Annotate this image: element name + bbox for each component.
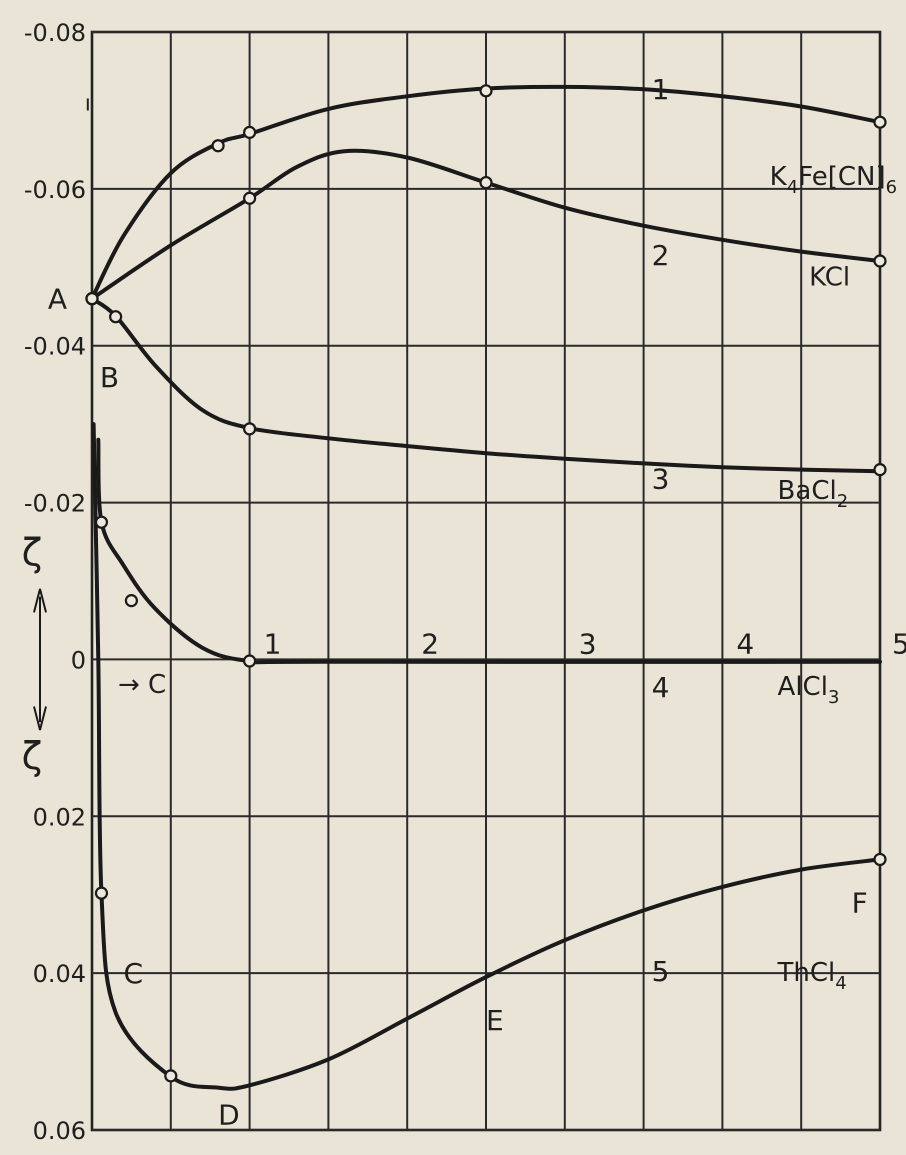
data-point-series-1	[873, 115, 887, 129]
y-tick-label: -0.02	[24, 490, 86, 518]
series-label-part: 4	[787, 177, 798, 198]
series-number-5: 5	[652, 955, 670, 988]
x-tick-label: 5	[892, 627, 906, 660]
series-label-part: ThCl	[777, 958, 836, 988]
y-tick-label: -0.04	[24, 333, 86, 361]
data-point-series-4	[94, 515, 109, 529]
series-label-2: KCl	[809, 262, 850, 292]
data-point-series-1	[479, 84, 493, 98]
y-tick-label: 0.04	[33, 960, 86, 988]
stray-mark: ı	[85, 92, 91, 117]
data-point-series-5	[873, 852, 887, 867]
point-label-C: C	[124, 957, 144, 990]
data-point-series-2	[243, 191, 257, 205]
series-number-2: 2	[652, 239, 670, 272]
data-point-series-5	[164, 1069, 178, 1083]
point-label-D: D	[218, 1098, 240, 1131]
point-label-B: B	[100, 361, 119, 394]
x-tick-label: 1	[264, 627, 282, 660]
x-tick-label: 3	[579, 627, 597, 660]
series-label-part: 6	[886, 177, 897, 198]
series-number-3: 3	[652, 463, 670, 496]
data-point-series-4	[124, 594, 138, 608]
y-axis-arrow-head-down	[33, 706, 47, 731]
x-tick-label: 4	[736, 627, 754, 660]
data-point-series-3	[873, 463, 887, 477]
data-point-series-1	[211, 139, 225, 153]
series-label-part: 2	[837, 491, 848, 512]
series-label-part: Fe[CN]	[798, 162, 885, 192]
series-curves	[90, 84, 882, 1091]
y-tick-label: -0.08	[24, 19, 86, 47]
data-point-series-2	[479, 175, 493, 190]
data-point-markers	[85, 84, 887, 1083]
chart-labels: -0.08 -0.06 -0.04 -0.02 0 0.02 0.04 0.06 1 2 3 4 5 ζ ζ…	[22, 19, 906, 1145]
y-tick-label: 0	[71, 646, 86, 674]
series-number-1: 1	[652, 73, 670, 106]
data-point-series-3	[109, 310, 123, 324]
series-label-5: ThCl4	[777, 958, 847, 994]
series-curve-1	[90, 84, 882, 301]
series-label-part: 4	[835, 973, 846, 994]
data-point-series-2	[873, 254, 887, 268]
series-curve-4	[96, 437, 882, 665]
series-label-1: K4Fe[CN]6	[770, 162, 897, 198]
series-label-part: AlCl	[778, 672, 828, 702]
series-number-4: 4	[652, 671, 670, 704]
chart-grid	[90, 30, 882, 1132]
data-point-series-5	[94, 886, 109, 900]
y-axis-label-bottom: ζ	[22, 734, 43, 778]
series-label-part: BaCl	[778, 476, 837, 506]
series-label-part: KCl	[809, 262, 850, 292]
data-point-series-3	[85, 292, 99, 306]
series-label-part: 3	[828, 687, 839, 708]
y-axis-arrow-head-up	[33, 588, 47, 613]
point-label-E: E	[486, 1004, 504, 1037]
series-label-part: K	[770, 162, 788, 192]
series-curve-3	[90, 296, 882, 474]
series-curve-5	[91, 422, 882, 1091]
data-point-series-1	[243, 125, 257, 139]
series-curve-2	[90, 148, 882, 301]
y-tick-label: 0.02	[33, 803, 86, 831]
y-tick-label: 0.06	[33, 1117, 86, 1145]
y-axis-label-top: ζ	[22, 530, 43, 574]
data-point-series-4	[243, 654, 257, 668]
data-point-series-3	[243, 422, 257, 436]
point-label-F: F	[852, 887, 868, 920]
y-tick-label: -0.06	[24, 176, 86, 204]
point-label-A: A	[48, 283, 67, 316]
series-label-4: AlCl3	[778, 672, 840, 708]
x-tick-label: 2	[421, 627, 439, 660]
series-label-3: BaCl2	[778, 476, 849, 512]
x-direction-label: → C	[118, 670, 166, 700]
